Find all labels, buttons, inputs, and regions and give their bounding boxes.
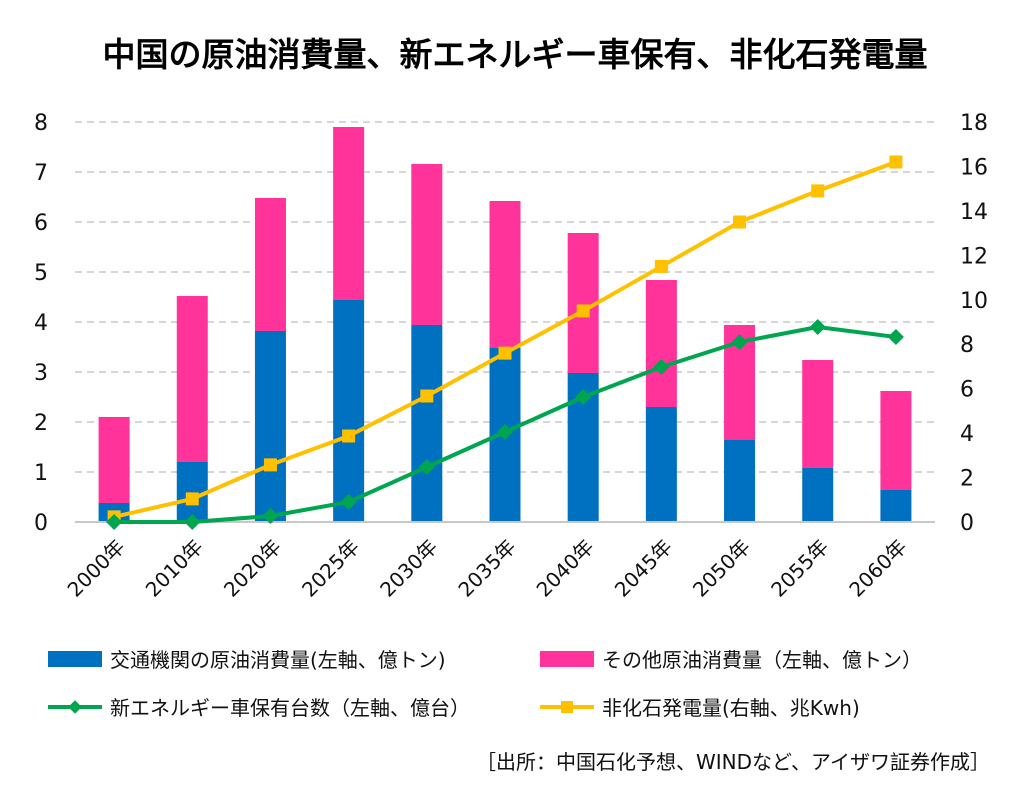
legend-swatch <box>540 697 594 717</box>
legend-swatch <box>540 650 594 667</box>
legend-label: 交通機関の原油消費量(左軸、億トン) <box>110 648 446 672</box>
bar-other-oil <box>645 280 677 407</box>
y-right-tick-label: 4 <box>960 422 974 447</box>
point-nev <box>340 494 357 510</box>
x-tick-label: 2020年 <box>219 535 286 602</box>
bars <box>98 127 912 522</box>
point-nev <box>731 334 748 350</box>
x-tick-label: 2045年 <box>610 535 677 602</box>
point-nev <box>809 319 826 335</box>
bar-transport-oil <box>880 490 912 522</box>
x-tick-label: 2000年 <box>63 535 130 602</box>
point-nonfossil <box>342 429 356 443</box>
legend-item-transport-oil: 交通機関の原油消費量(左軸、億トン) <box>48 644 446 673</box>
point-nev <box>653 359 670 375</box>
y-right-tick-label: 16 <box>960 155 988 180</box>
legend-label: 非化石発電量(右軸、兆Kwh) <box>602 696 860 720</box>
x-tick-label: 2040年 <box>532 535 599 602</box>
y-left-tick-label: 0 <box>34 511 48 536</box>
bar-transport-oil <box>333 300 365 522</box>
bar-transport-oil <box>724 440 756 522</box>
point-nonfossil <box>654 259 668 273</box>
point-nev <box>184 514 201 530</box>
y-right-tick-label: 0 <box>960 511 974 536</box>
x-tick-label: 2010年 <box>141 535 208 602</box>
point-nonfossil <box>811 184 825 198</box>
point-nev <box>887 329 904 345</box>
bar-other-oil <box>98 417 130 503</box>
bar-other-oil <box>802 360 834 468</box>
bar-transport-oil <box>176 462 208 522</box>
y-left-tick-label: 2 <box>34 411 48 436</box>
point-nonfossil <box>733 215 747 229</box>
legend-swatch <box>48 650 102 667</box>
y-left-tick-label: 6 <box>34 211 48 236</box>
y-axis-right: 0 2 4 6 8 10 12 14 16 18 <box>960 111 988 536</box>
legend-item-other-oil: その他原油消費量（左軸、億トン） <box>540 644 922 673</box>
bar-other-oil <box>411 164 443 325</box>
bar-transport-oil <box>645 407 677 522</box>
y-left-tick-label: 3 <box>34 361 48 386</box>
point-nonfossil <box>498 346 512 360</box>
y-right-tick-label: 12 <box>960 244 988 269</box>
point-nonfossil <box>420 389 434 403</box>
bar-transport-oil <box>802 468 834 522</box>
bar-transport-oil <box>411 325 443 522</box>
x-tick-label: 2030年 <box>375 535 442 602</box>
y-axis-left: 0 1 2 3 4 5 6 7 8 <box>34 111 48 536</box>
x-axis-ticks: 2000年 2010年 2020年 2025年 2030年 2035年 2040年 2045年… <box>63 535 912 602</box>
x-tick-label: 2050年 <box>688 535 755 602</box>
point-nonfossil <box>185 492 199 506</box>
y-right-tick-label: 8 <box>960 333 974 358</box>
x-tick-label: 2035年 <box>453 535 520 602</box>
bar-other-oil <box>333 127 365 300</box>
bar-other-oil <box>176 296 208 462</box>
x-tick-label: 2060年 <box>844 535 911 602</box>
point-nev <box>497 424 513 440</box>
source-note: ［出所：中国石化予想、WINDなど、アイザワ証券作成］ <box>475 750 990 774</box>
x-tick-label: 2025年 <box>297 535 364 602</box>
legend-item-nev: 新エネルギー車保有台数（左軸、億台） <box>48 692 470 721</box>
point-nonfossil <box>889 155 903 169</box>
point-nonfossil <box>576 304 590 318</box>
bar-other-oil <box>254 198 286 331</box>
y-left-tick-label: 5 <box>34 261 48 286</box>
x-tick-label: 2055年 <box>766 535 833 602</box>
y-left-tick-label: 1 <box>34 461 48 486</box>
y-right-tick-label: 10 <box>960 289 988 314</box>
y-right-tick-label: 18 <box>960 111 988 136</box>
legend-swatch <box>48 697 102 717</box>
bar-other-oil <box>489 201 521 348</box>
point-nev <box>106 514 123 530</box>
y-right-tick-label: 6 <box>960 378 974 403</box>
point-nev <box>575 389 592 405</box>
y-left-tick-label: 8 <box>34 111 48 136</box>
lines <box>106 155 904 530</box>
legend-label: 新エネルギー車保有台数（左軸、億台） <box>110 696 470 720</box>
y-left-tick-label: 7 <box>34 161 48 186</box>
chart-title: 中国の原油消費量、新エネルギー車保有、非化石発電量 <box>102 35 928 74</box>
legend-item-nonfossil: 非化石発電量(右軸、兆Kwh) <box>540 692 860 721</box>
point-nev <box>262 508 279 524</box>
point-nonfossil <box>263 458 277 472</box>
y-right-tick-label: 14 <box>960 200 988 225</box>
y-right-tick-label: 2 <box>960 467 974 492</box>
y-left-tick-label: 4 <box>34 311 48 336</box>
point-nev <box>418 459 435 475</box>
bar-transport-oil <box>254 331 286 522</box>
legend-label: その他原油消費量（左軸、億トン） <box>602 648 922 672</box>
bar-other-oil <box>880 391 912 490</box>
